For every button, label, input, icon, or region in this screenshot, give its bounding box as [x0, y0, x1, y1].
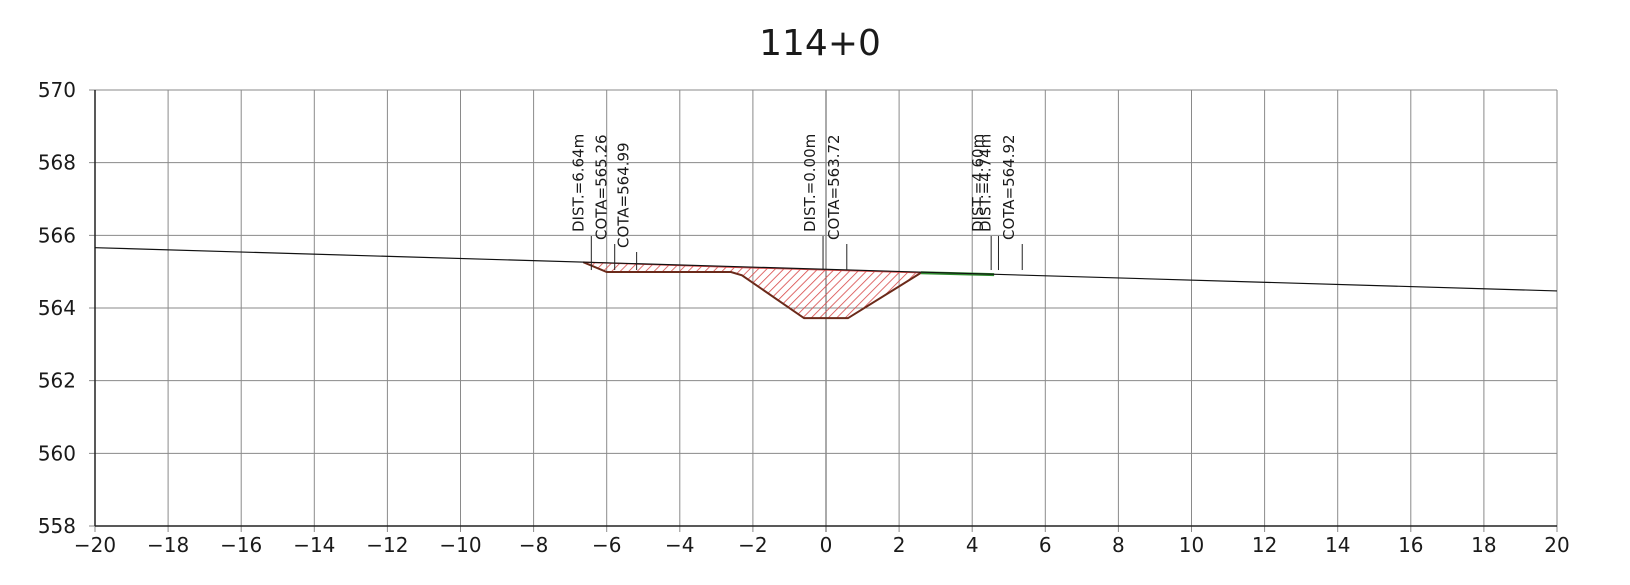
y-tick-label: 566 — [38, 223, 76, 247]
annotation-label: COTA=564.92 — [1000, 134, 1018, 240]
chart-title: 114+0 — [759, 23, 881, 64]
y-tick-label: 558 — [38, 514, 76, 538]
x-tick-label: 8 — [1112, 533, 1125, 557]
annotations: DIST.=6.64m COTA=565.26 COTA=564.99 DIST.=0… — [569, 134, 1023, 271]
x-tick-label: 12 — [1252, 533, 1277, 557]
y-tick-label: 562 — [38, 369, 76, 393]
x-tick-label: 10 — [1179, 533, 1204, 557]
annotation-label: COTA=563.72 — [825, 134, 843, 240]
terrain-line — [94, 247, 1558, 292]
x-tick-label: −16 — [220, 533, 262, 557]
annotation-label: COTA=564.99 — [615, 142, 633, 248]
x-tick-label: −18 — [147, 533, 189, 557]
x-tick-label: −2 — [738, 533, 767, 557]
axes: −20 −18 −16 −14 −12 −10 −8 −6 −4 −2 0 2 4 6 8 10 12 14 16 1… — [38, 78, 1570, 557]
annotation-label: DIST.=4.74m — [976, 134, 994, 232]
x-tick-label: −10 — [439, 533, 481, 557]
x-tick-label: −8 — [519, 533, 548, 557]
annotation-label: COTA=565.26 — [593, 134, 611, 240]
x-tick-label: −12 — [366, 533, 408, 557]
x-tick-label: −4 — [665, 533, 694, 557]
annotation-label: DIST.=4.60m — [969, 134, 987, 232]
sections — [94, 247, 1558, 320]
annotation-label: DIST.=0.00m — [801, 134, 819, 232]
y-tick-label: 570 — [38, 78, 76, 102]
x-tick-label: −20 — [74, 533, 116, 557]
x-tick-label: 6 — [1039, 533, 1052, 557]
x-tick-label: 20 — [1544, 533, 1569, 557]
x-tick-label: 0 — [820, 533, 833, 557]
x-tick-label: 18 — [1471, 533, 1496, 557]
x-tick-label: 16 — [1398, 533, 1423, 557]
x-tick-label: −6 — [592, 533, 621, 557]
y-tick-label: 568 — [38, 151, 76, 175]
x-tick-label: 4 — [966, 533, 979, 557]
x-tick-label: 2 — [893, 533, 906, 557]
y-tick-label: 560 — [38, 441, 76, 465]
x-tick-label: −14 — [293, 533, 335, 557]
excavation-profile — [582, 261, 922, 320]
y-tick-label: 564 — [38, 296, 76, 320]
x-tick-label: 14 — [1325, 533, 1350, 557]
annotation-label: DIST.=6.64m — [569, 134, 587, 232]
